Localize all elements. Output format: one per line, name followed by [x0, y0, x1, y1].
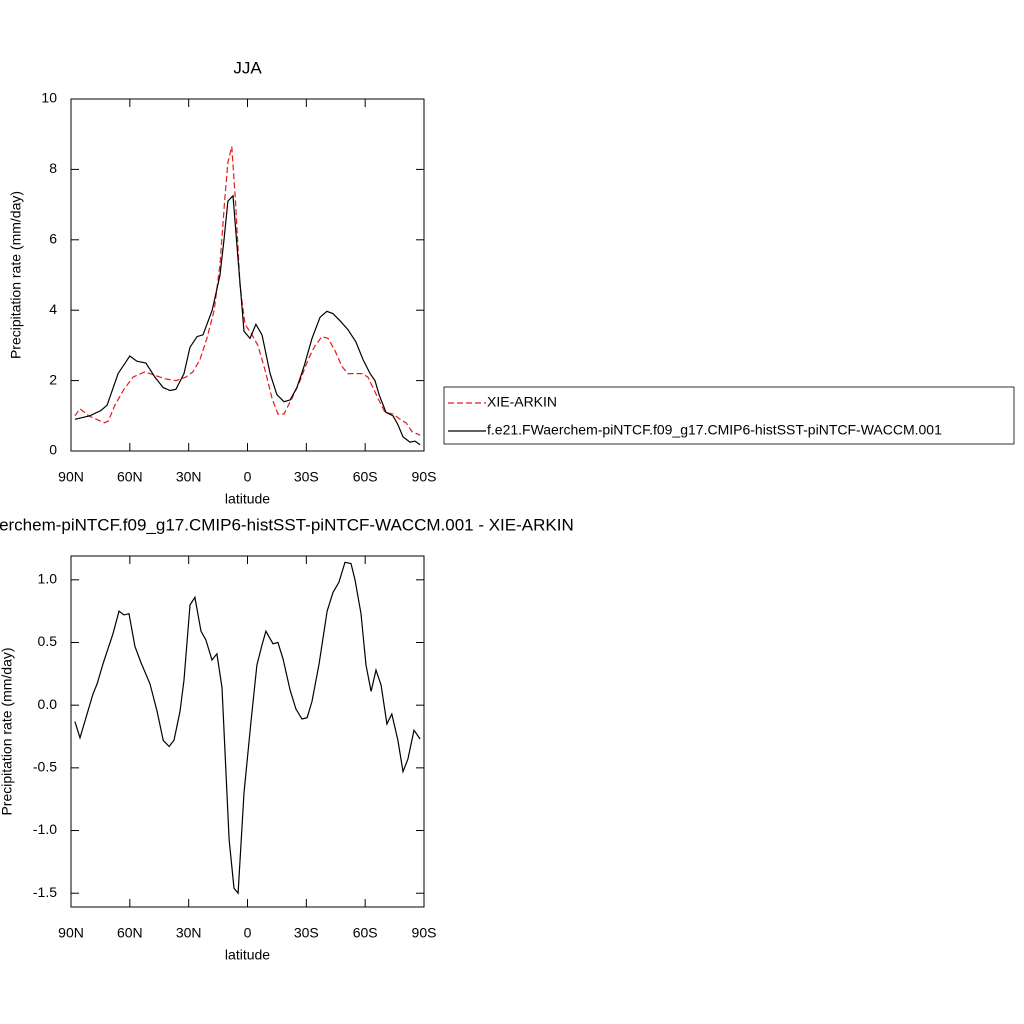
x-tick-label: 90S	[412, 925, 437, 941]
x-axis-label: latitude	[225, 947, 270, 963]
y-tick-label: 6	[49, 231, 57, 247]
x-tick-label: 90N	[58, 469, 84, 485]
chart-title: f.e21.FWaerchem-piNTCF.f09_g17.CMIP6-his…	[0, 515, 574, 534]
y-axis-label: Precipitation rate (mm/day)	[8, 191, 24, 359]
plot-frame	[70, 98, 425, 452]
legend-label: f.e21.FWaerchem-piNTCF.f09_g17.CMIP6-his…	[487, 422, 942, 438]
y-tick-label: 4	[49, 301, 57, 317]
x-tick-label: 60N	[117, 469, 143, 485]
x-tick-label: 90S	[412, 469, 437, 485]
y-tick-label: 1.0	[38, 571, 58, 587]
y-tick-label: -1.0	[33, 821, 57, 837]
chart-title: JJA	[233, 58, 262, 77]
x-axis-label: latitude	[225, 491, 270, 507]
x-tick-label: 30S	[294, 925, 319, 941]
x-tick-label: 30N	[176, 469, 202, 485]
x-tick-label: 30S	[294, 469, 319, 485]
y-tick-label: 0.5	[38, 633, 58, 649]
y-tick-label: -0.5	[33, 759, 57, 775]
x-tick-label: 0	[244, 469, 252, 485]
plot-frame	[70, 555, 425, 908]
x-tick-label: 30N	[176, 925, 202, 941]
x-tick-label: 60S	[353, 925, 378, 941]
data-line	[74, 194, 421, 446]
y-tick-label: 0.0	[38, 696, 58, 712]
x-tick-label: 90N	[58, 925, 84, 941]
x-tick-label: 60N	[117, 925, 143, 941]
y-tick-label: 8	[49, 160, 57, 176]
y-tick-label: 0	[49, 442, 57, 458]
x-tick-label: 0	[244, 925, 252, 941]
y-tick-label: -1.5	[33, 884, 57, 900]
data-line	[74, 146, 421, 436]
y-tick-label: 2	[49, 371, 57, 387]
x-tick-label: 60S	[353, 469, 378, 485]
legend-label: XIE-ARKIN	[487, 394, 557, 410]
legend-box	[443, 386, 1015, 445]
data-line	[74, 561, 421, 895]
y-tick-label: 10	[41, 90, 57, 106]
y-axis-label: Precipitation rate (mm/day)	[0, 647, 15, 815]
